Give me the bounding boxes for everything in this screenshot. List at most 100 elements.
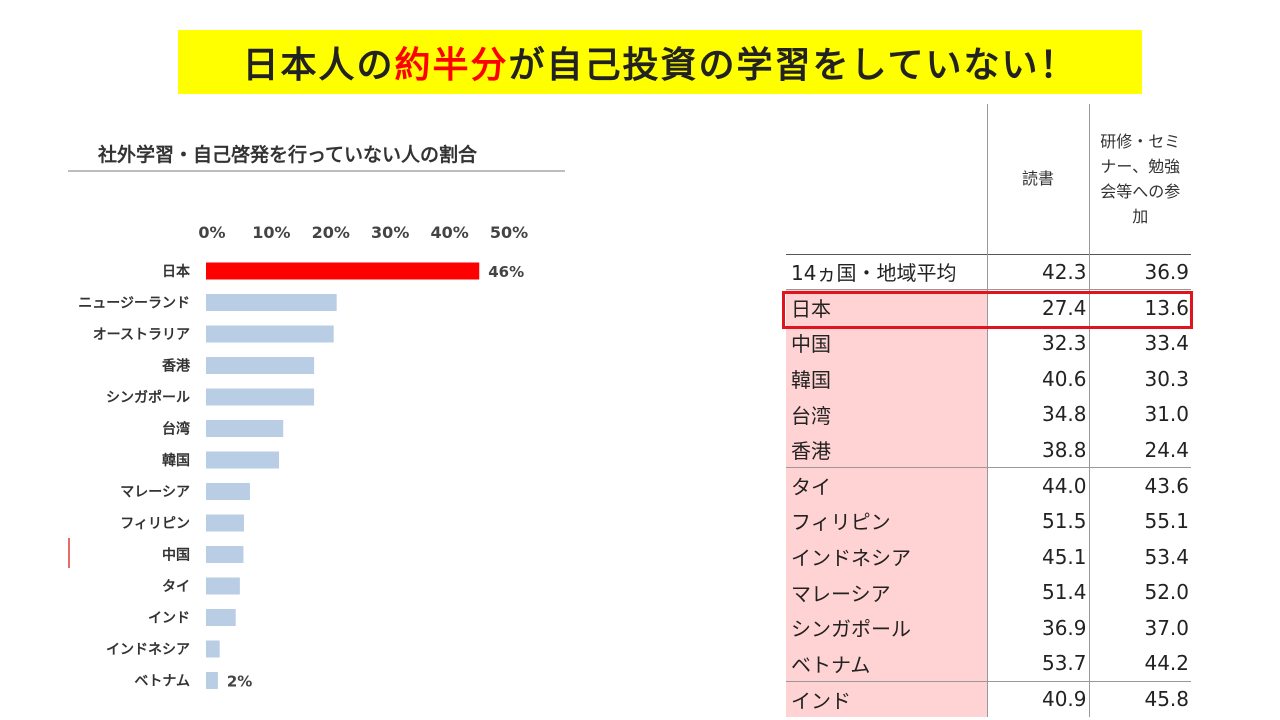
row-reading: 27.4 [986,289,1089,326]
row-reading: 40.6 [986,360,1089,397]
table-row: 日本 27.4 13.6 [786,289,1191,326]
row-name: マレーシア [786,574,988,610]
x-tick-label: 30% [371,223,409,242]
row-training: 13.6 [1088,289,1191,326]
comparison-table: 読書 研修・セミ ナー、勉強 会等への参加 14ヵ国・地域平均 42.3 36.9 日本 2… [786,104,1191,717]
x-tick-label: 50% [490,223,528,242]
row-name: ベトナム [786,645,988,682]
row-reading: 51.4 [986,574,1089,610]
category-label: オーストラリア [93,327,190,343]
table-row: 14ヵ国・地域平均 42.3 36.9 [786,253,1191,290]
row-reading: 42.3 [986,253,1089,290]
row-reading: 44.0 [986,467,1089,504]
table-row: 香港 38.8 24.4 [786,431,1191,468]
row-reading: 32.3 [986,325,1089,361]
data-label: 2% [227,673,252,691]
header-training: 研修・セミナー、勉強会等への参加 [1088,104,1191,254]
category-label: マレーシア [120,485,190,501]
bar [206,640,220,658]
category-label: 韓国 [162,452,190,469]
table-body: 14ヵ国・地域平均 42.3 36.9 日本 27.4 13.6 中国 32.3 33.4 韓国 4… [786,253,1191,717]
row-training: 30.3 [1088,360,1191,397]
header-reading: 読書 [986,104,1089,254]
table-row: シンガポール 36.9 37.0 [786,609,1191,646]
row-training: 53.4 [1088,538,1191,575]
category-label: 台湾 [162,421,190,438]
headline-banner: 日本人の 約半分 が自己投資の学習をしていない！ [178,30,1142,94]
bar-chart: 0% 10% 20% 30% 40% 50% 日本 46% ニュージーランドオーストラリア香港シ… [78,223,528,691]
header-line: 読書 [1021,169,1054,189]
chart-title-rule [68,170,565,172]
row-name: 日本 [786,289,988,326]
category-label: インドネシア [106,642,190,658]
bar [206,357,315,374]
bar [206,514,245,532]
row-name: 台湾 [786,396,988,432]
row-name: タイ [786,467,988,504]
category-label: タイ [162,579,190,595]
bar [206,577,240,595]
row-reading: 53.7 [986,645,1089,682]
row-training: 24.4 [1088,431,1191,468]
headline-highlight: 約半分 [394,45,509,86]
bar [206,262,480,280]
row-training: 45.8 [1088,680,1191,717]
row-name: フィリピン [786,503,988,539]
row-name: インドネシア [786,538,988,575]
table-row: インド 40.9 45.8 [786,680,1191,717]
row-training: 52.0 [1088,574,1191,610]
row-reading: 36.9 [986,609,1089,646]
bar [206,325,334,343]
row-reading: 51.5 [986,503,1089,539]
table-row: 韓国 40.6 30.3 [786,360,1191,397]
row-name: 中国 [786,325,988,361]
row-training: 37.0 [1088,609,1191,646]
row-reading: 38.8 [986,431,1089,468]
table-row: 中国 32.3 33.4 [786,325,1191,361]
category-label: シンガポール [106,389,190,406]
japan-highlight-box [782,291,1193,329]
row-reading: 45.1 [986,538,1089,575]
header-line: 会等への参 [1100,181,1181,201]
category-label: ニュージーランド [78,296,190,312]
row-training: 55.1 [1088,503,1191,539]
bar [206,388,315,406]
x-tick-label: 0% [198,223,225,242]
x-tick-label: 20% [312,223,350,242]
row-reading: 34.8 [986,396,1089,432]
table-row: 台湾 34.8 31.0 [786,396,1191,432]
category-label: 中国 [162,547,190,564]
table-row: タイ 44.0 43.6 [786,467,1191,504]
category-label: インド [148,611,190,627]
row-name: インド [786,680,988,717]
row-training: 36.9 [1088,253,1191,290]
category-label: フィリピン [120,516,190,532]
bar [206,546,244,563]
bar [206,672,218,689]
bar [206,609,236,626]
chart-title: 社外学習・自己啓発を行っていない人の割合 [98,144,478,166]
row-training: 31.0 [1088,396,1191,432]
category-label: 日本 [162,263,191,280]
row-name: シンガポール [786,609,988,646]
bar [206,451,280,469]
table-row: ベトナム 53.7 44.2 [786,645,1191,682]
category-label: ベトナム [134,674,190,690]
row-training: 43.6 [1088,467,1191,504]
row-reading: 40.9 [986,680,1089,717]
header-line: ナー、勉強 [1100,156,1181,176]
x-tick-label: 40% [430,223,468,242]
row-training: 44.2 [1088,645,1191,682]
data-label: 46% [488,263,524,281]
row-training: 33.4 [1088,325,1191,361]
table-row: インドネシア 45.1 53.4 [786,538,1191,575]
table-row: フィリピン 51.5 55.1 [786,503,1191,539]
header-line: 研修・セミ [1100,131,1181,151]
category-label: 香港 [161,358,191,375]
bar [206,294,337,311]
table-header-row: 読書 研修・セミナー、勉強会等への参加 [786,104,1191,254]
row-name: 韓国 [786,360,988,397]
header-line: 加 [1132,206,1149,226]
edge-mark [68,538,70,568]
headline-part1: 日本人の [242,45,395,86]
